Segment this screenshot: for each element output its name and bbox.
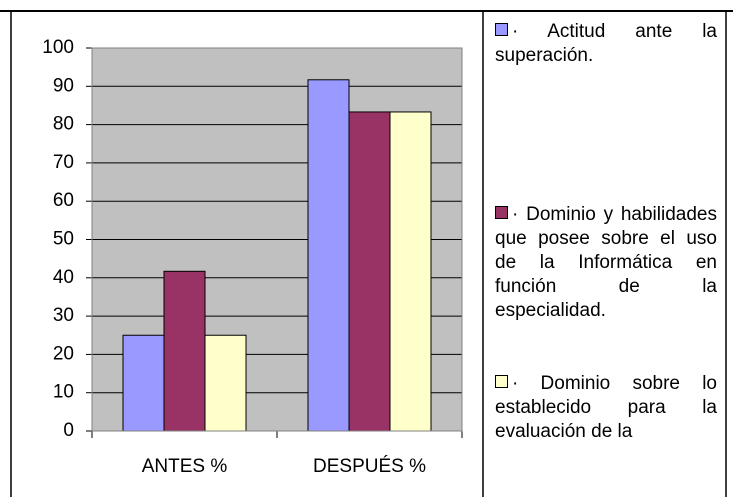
legend-entry: · Actitud ante la superación.	[495, 20, 717, 68]
y-tick-label: 100	[42, 37, 74, 58]
legend-swatch	[495, 23, 508, 36]
legend-swatch	[495, 206, 508, 219]
bar	[389, 111, 432, 432]
bar	[348, 111, 391, 432]
legend-entry: · Dominio y habilidades que posee sobre …	[495, 203, 717, 323]
legend-label: · Actitud ante la superación.	[495, 21, 717, 66]
legend-label: · Dominio y habilidades que posee sobre …	[495, 204, 717, 321]
bar	[163, 270, 206, 432]
y-tick-label: 80	[53, 114, 74, 135]
y-tick-label: 40	[53, 267, 74, 288]
y-tick-label: 0	[63, 420, 74, 441]
bar	[122, 334, 165, 432]
y-tick-label: 50	[53, 229, 74, 250]
y-tick-label: 30	[53, 305, 74, 326]
bar	[307, 79, 350, 432]
y-tick-label: 10	[53, 382, 74, 403]
plot-border	[91, 47, 463, 432]
bar	[204, 334, 247, 432]
y-tick-label: 90	[53, 75, 74, 96]
y-tick-label: 70	[53, 152, 74, 173]
x-tick-label: DESPUÉS %	[313, 456, 426, 477]
x-tick-label: ANTES %	[142, 456, 228, 477]
y-tick-label: 60	[53, 190, 74, 211]
y-tick-label: 20	[53, 343, 74, 364]
legend-entry: · Dominio sobre lo establecido para la e…	[495, 372, 717, 444]
legend-swatch	[495, 375, 508, 388]
legend-label: · Dominio sobre lo establecido para la e…	[495, 373, 717, 442]
